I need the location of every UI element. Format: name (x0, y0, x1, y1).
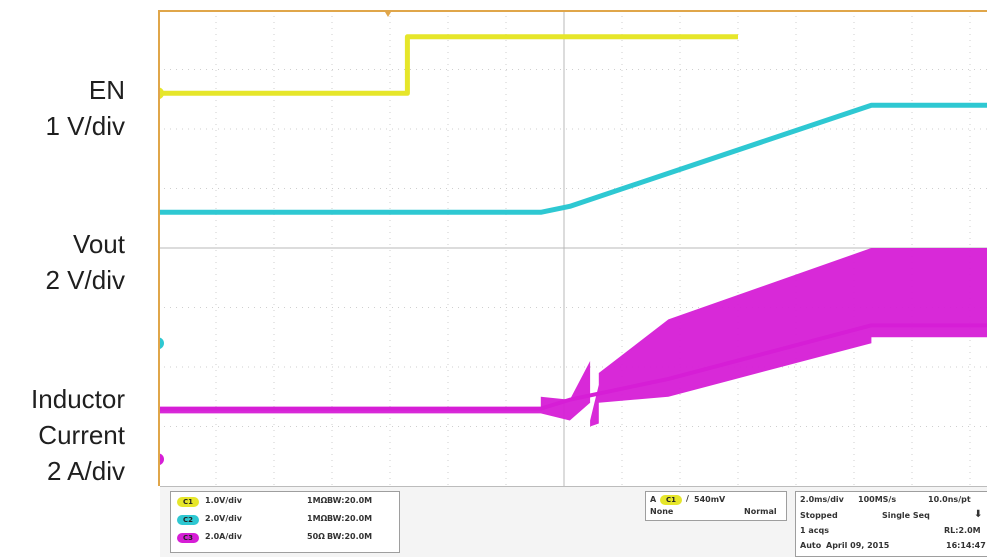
channel-settings-panel: C1 1.0V/div 1MΩ BW:20.0M C2 2.0V/div 1MΩ… (170, 491, 400, 553)
channel-3-chip: C3 (177, 533, 199, 543)
en-label-name: EN (88, 75, 125, 105)
en-channel-label: EN 1 V/div (46, 72, 126, 144)
channel-2-impedance: 1MΩ (307, 514, 328, 523)
channel-1-bw: BW:20.0M (327, 496, 373, 505)
acquisition-mode: Auto (800, 541, 822, 550)
resolution: 10.0ns/pt (928, 495, 971, 504)
traces (158, 34, 987, 427)
acquisition-state: Stopped (800, 511, 838, 520)
en-trace (158, 34, 738, 96)
trigger-panel[interactable]: A C1 ∕ 540mV None Normal (645, 491, 787, 521)
trigger-label-icon: A (650, 495, 657, 504)
capture-time: 16:14:47 (946, 541, 986, 550)
trigger-edge-icon: ∕ (686, 494, 689, 503)
channel-1-scale: 1.0V/div (205, 496, 242, 505)
acquisition-count: 1 acqs (800, 526, 829, 535)
channel-3-impedance: 50Ω (307, 532, 325, 541)
capture-date: April 09, 2015 (826, 541, 890, 550)
channel-row-2[interactable]: C2 2.0V/div 1MΩ BW:20.0M (177, 514, 427, 528)
vout-channel-label: Vout 2 V/div (46, 226, 126, 298)
sequence-mode: Single Seq (882, 511, 930, 520)
channel-row-1[interactable]: C1 1.0V/div 1MΩ BW:20.0M (177, 496, 427, 510)
channel-3-bw: BW:20.0M (327, 532, 373, 541)
channel-1-chip: C1 (177, 497, 199, 507)
inductor-label-name1: Inductor (31, 384, 125, 414)
en-label-scale: 1 V/div (45, 111, 126, 141)
vout-label-name: Vout (72, 229, 125, 259)
inductor-channel-label: Inductor Current 2 A/div (31, 381, 125, 489)
trigger-mode: Normal (744, 507, 777, 516)
channel-2-chip: C2 (177, 515, 199, 525)
inductor-label-scale: 2 A/div (46, 456, 125, 486)
trigger-coupling: None (650, 507, 674, 516)
sample-rate: 100MS/s (858, 495, 897, 504)
channel-row-3[interactable]: C3 2.0A/div 50Ω BW:20.0M (177, 532, 427, 546)
timebase: 2.0ms/div (800, 495, 844, 504)
inductor-current-ripple (158, 248, 987, 427)
single-shot-arrow-icon: ⬇ (974, 509, 983, 520)
channel-1-impedance: 1MΩ (307, 496, 328, 505)
vout-trace (158, 102, 987, 215)
record-length: RL:2.0M (944, 526, 981, 535)
inductor-label-name2: Current (38, 420, 125, 450)
channel-3-scale: 2.0A/div (205, 532, 242, 541)
channel-2-scale: 2.0V/div (205, 514, 242, 523)
inductor-current-trace (158, 323, 987, 411)
status-bar: C1 1.0V/div 1MΩ BW:20.0M C2 2.0V/div 1MΩ… (160, 486, 987, 557)
trigger-level: 540mV (694, 495, 726, 504)
acquisition-panel[interactable]: 2.0ms/div 100MS/s 10.0ns/pt Stopped Sing… (795, 491, 987, 557)
oscilloscope-plot (158, 10, 987, 486)
trigger-source-chip: C1 (660, 495, 682, 505)
trigger-position-marker (385, 12, 391, 17)
channel-2-bw: BW:20.0M (327, 514, 373, 523)
vout-label-scale: 2 V/div (45, 265, 126, 295)
